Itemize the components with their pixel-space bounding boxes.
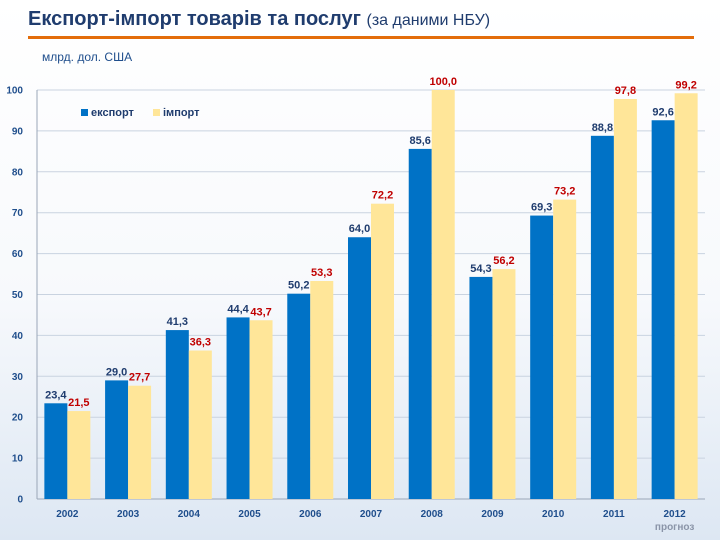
y-tick-label-0: 0 [17,495,23,506]
data-label-import-2007: 72,2 [372,190,393,202]
bar-import-2008 [431,90,455,499]
bar-export-2006 [287,293,311,499]
data-label-export-2003: 29,0 [106,366,127,378]
data-label-import-2003: 27,7 [129,372,150,384]
bar-export-2005 [226,317,250,499]
legend: експорт імпорт [81,107,200,119]
x-tick-label-2007: 2007 [360,509,383,520]
bar-import-2005 [249,320,273,499]
bar-export-2008 [408,148,432,499]
bar-export-2002 [44,403,68,499]
bar-export-2004 [165,330,189,499]
y-tick-label-30: 30 [12,372,24,383]
y-tick-label-10: 10 [12,454,24,465]
data-label-import-2004: 36,3 [190,337,211,349]
x-tick-label-2011: 2011 [603,509,625,520]
legend-label-import: імпорт [163,107,200,119]
bar-export-2011 [590,135,614,500]
bar-export-2007 [348,237,371,500]
bar-import-2007 [371,203,394,499]
legend-swatch-export [81,109,88,116]
y-tick-label-20: 20 [12,413,24,424]
data-label-export-2007: 64,0 [349,223,370,235]
y-tick-label-90: 90 [12,126,24,137]
x-tick-label-2010: 2010 [542,509,565,520]
data-label-export-2008: 85,6 [410,135,431,147]
legend-label-export: експорт [91,107,135,119]
x-tick-label-2005: 2005 [238,509,261,520]
data-label-export-2011: 88,8 [592,122,613,134]
bar-export-2010 [530,215,554,500]
data-label-import-2008: 100,0 [429,76,457,88]
data-label-export-2006: 50,2 [288,280,309,292]
data-label-import-2012: 99,2 [675,79,696,91]
data-label-import-2006: 53,3 [311,267,332,279]
x-tick-label-2009: 2009 [481,509,504,520]
data-label-import-2002: 21,5 [68,397,89,409]
unit-label: млрд. дол. США [42,50,133,64]
data-label-export-2004: 41,3 [167,316,188,328]
bars [44,90,698,500]
data-label-import-2009: 56,2 [493,255,514,267]
bar-import-2009 [492,269,516,499]
data-label-import-2010: 73,2 [554,186,575,198]
y-tick-label-50: 50 [12,290,24,301]
bar-import-2010 [553,199,577,499]
x-tick-label-2003: 2003 [117,509,140,520]
slide-title: Експорт-імпорт товарів та послуг (за дан… [28,8,708,38]
data-label-export-2005: 44,4 [227,303,249,315]
x-tick-label-2004: 2004 [178,509,201,520]
bar-chart: 23,421,5 29,0 27,7 41,336,3 44,4 43,7 50,253,3… [6,76,705,534]
bar-import-2002 [67,411,91,499]
data-label-export-2010: 69,3 [531,202,552,214]
data-label-import-2005: 43,7 [250,306,271,318]
x-tick-label-2006: 2006 [299,509,322,520]
data-label-export-2012: 92,6 [652,106,673,118]
y-tick-label-100: 100 [6,86,23,97]
y-tick-label-80: 80 [12,167,24,178]
bar-import-2012 [674,93,698,499]
legend-swatch-import [153,109,160,116]
data-label-import-2011: 97,8 [615,85,636,97]
x-tick-label-2002: 2002 [56,509,79,520]
x-tick-label-2008: 2008 [421,509,444,520]
bar-import-2004 [188,350,212,499]
y-tick-label-70: 70 [12,208,24,219]
x-tick-label-2012: 2012 [664,509,687,520]
bar-export-2003 [105,380,129,499]
bar-import-2006 [310,281,334,499]
bar-export-2009 [469,276,493,499]
y-tick-label-60: 60 [12,249,24,260]
title-main: Експорт-імпорт товарів та послуг [28,8,361,30]
data-labels: 23,421,5 29,0 27,7 41,336,3 44,4 43,7 50,253,3… [45,76,697,409]
bar-import-2003 [128,385,152,499]
title-underline [28,36,694,39]
y-tick-label-40: 40 [12,331,24,342]
data-label-export-2009: 54,3 [470,263,491,275]
bar-import-2011 [613,98,637,500]
forecast-note: прогноз [655,522,694,533]
bar-export-2012 [651,120,675,500]
data-label-export-2002: 23,4 [45,389,67,401]
tick-labels: 0 10 20 30 40 50 60 70 80 90 100 2002 2003 2004 2005 20… [6,86,694,534]
title-subtitle: (за даними НБУ) [366,12,491,29]
